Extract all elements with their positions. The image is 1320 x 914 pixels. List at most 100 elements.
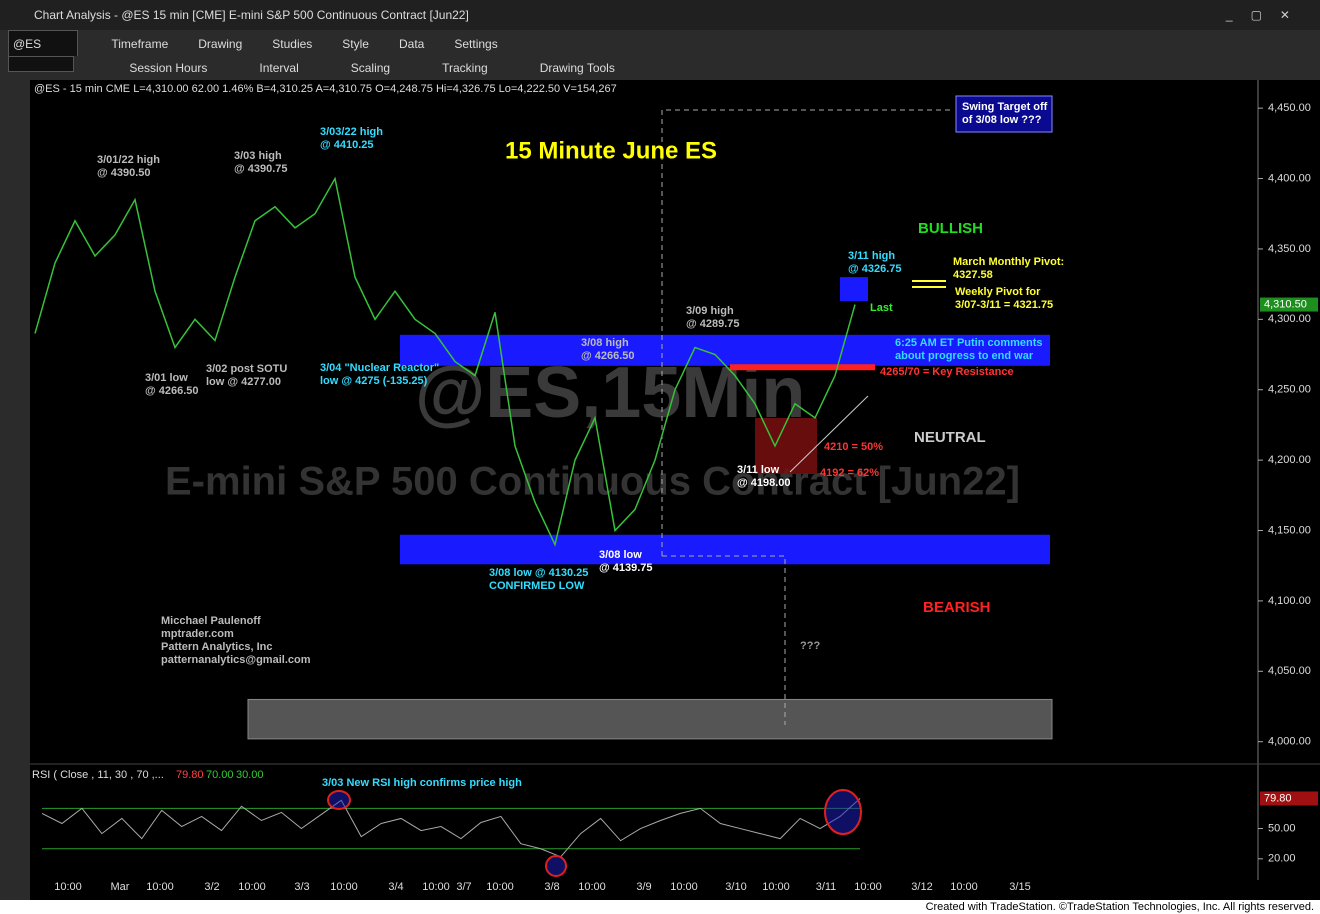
price-line [34,176,856,547]
x-tick-label: 3/2 [204,881,219,893]
annotation: 3/07-3/11 = 4321.75 [955,299,1053,311]
footer: Created with TradeStation. ©TradeStation… [0,900,1320,914]
rsi-last-label: 79.80 [1264,792,1292,804]
toolbar-button[interactable]: Drawing Tools [539,61,615,75]
window-title: Chart Analysis - @ES 15 min [CME] E-mini… [34,8,469,22]
rsi-highlight [327,790,351,810]
annotation: mptrader.com [161,628,234,640]
rsi-highlight [824,789,862,835]
y-tick-label: 50.00 [1268,822,1296,834]
y-tick-label: 4,050.00 [1268,665,1311,677]
x-tick-label: 10:00 [670,881,698,893]
y-tick-label: 4,250.00 [1268,384,1311,396]
rsi-header-value: 70.00 [206,769,234,781]
annotation: @ 4390.75 [234,163,288,175]
toolbar-button[interactable]: Studies [272,37,313,51]
info-line: @ES - 15 min CME L=4,310.00 62.00 1.46% … [34,83,617,95]
x-tick-label: 10:00 [146,881,174,893]
x-tick-label: 3/15 [1009,881,1030,893]
toolbar-button[interactable]: Style [342,37,369,51]
annotation: 3/02 post SOTU [206,363,287,375]
x-tick-label: Mar [111,881,130,893]
annotation: BULLISH [918,220,983,237]
annotation: 3/08 low [599,549,642,561]
price-axis [1258,80,1320,900]
toolbar-button[interactable]: Data [398,37,425,51]
chart: @ES - 15 min CME L=4,310.00 62.00 1.46% … [30,80,1320,900]
trend-line [789,395,869,473]
y-tick-label: 20.00 [1268,853,1296,865]
annotation: BEARISH [923,599,991,616]
x-tick-label: 10:00 [854,881,882,893]
x-tick-label: 10:00 [238,881,266,893]
annotation: 4210 = 50% [824,441,883,453]
toolbar-button[interactable]: Session Hours [129,61,208,75]
annotation: @ 4266.50 [581,350,635,362]
x-tick-label: 10:00 [578,881,606,893]
annotation: @ 4289.75 [686,318,740,330]
y-tick-label: 4,100.00 [1268,595,1311,607]
price-zone [247,698,1053,740]
annotation: @ 4326.75 [848,263,902,275]
interval-box[interactable] [8,56,74,72]
annotation: of 3/08 low ??? [962,114,1042,126]
annotation: 3/03 high [234,150,282,162]
annotation: 3/04 "Nuclear Reactor" [320,362,439,374]
annotation: @ 4139.75 [599,562,653,574]
price-zone [840,277,868,302]
toolbar: Session Hours Interval Scaling Tracking Draw… [0,56,1320,80]
y-tick-label: 4,300.00 [1268,313,1311,325]
annotation: low @ 4275 (-135.25) [320,375,428,387]
annotation: Micchael Paulenoff [161,615,261,627]
annotation: Swing Target off [962,101,1048,113]
rsi-line [41,798,861,858]
target-box [955,95,1053,133]
window-controls[interactable]: _▢✕ [1225,8,1308,22]
x-tick-label: 3/12 [911,881,932,893]
y-tick-label: 4,450.00 [1268,102,1311,114]
last-price-tag [1260,297,1318,312]
rsi-header: RSI ( Close , 11, 30 , 70 ,... [32,769,164,781]
footer-text: Created with TradeStation. ©TradeStation… [925,901,1314,913]
toolbar-button[interactable]: Timeframe [111,37,169,51]
annotation: 3/03 New RSI high confirms price high [322,777,522,789]
annotation: 4192 = 62% [820,467,879,479]
toolbar-button[interactable]: Drawing [198,37,243,51]
annotation: Last [870,302,893,314]
x-tick-label: 3/7 [456,881,471,893]
toolbar-button[interactable]: Interval [259,61,299,75]
y-tick-label: 4,400.00 [1268,172,1311,184]
toolbar-button[interactable]: Scaling [350,61,391,75]
symbol-box[interactable]: @ES [8,30,78,58]
x-tick-label: 3/10 [725,881,746,893]
annotation: 3/08 high [581,337,629,349]
left-toolbar [0,80,30,900]
annotation: @ 4390.50 [97,167,151,179]
annotation: Weekly Pivot for [955,286,1041,298]
toolbar: @ES Timeframe Drawing Studies Style Data Sett… [0,30,1320,58]
annotation: @ 4410.25 [320,139,374,151]
rsi-header-value: 30.00 [236,769,264,781]
x-tick-label: 3/4 [388,881,403,893]
x-tick-label: 10:00 [486,881,514,893]
x-tick-label: 10:00 [422,881,450,893]
rsi-last-tag [1260,791,1318,806]
annotation: Pattern Analytics, Inc [161,641,272,653]
toolbar-button[interactable]: Tracking [442,61,488,75]
annotation: ??? [800,640,820,652]
x-tick-label: 10:00 [950,881,978,893]
x-tick-label: 3/3 [294,881,309,893]
price-zone [400,534,1050,565]
toolbar-button[interactable]: Settings [454,37,498,51]
x-tick-label: 3/11 [816,881,837,893]
x-tick-label: 3/8 [544,881,559,893]
y-tick-label: 4,350.00 [1268,243,1311,255]
annotation: 3/01 low [145,372,188,384]
target-path [661,109,950,725]
x-tick-label: 10:00 [54,881,82,893]
annotation: 3/11 low [737,464,780,476]
title-bar: Chart Analysis - @ES 15 min [CME] E-mini… [0,0,1320,30]
y-tick-label: 4,200.00 [1268,454,1311,466]
annotation: 3/08 low @ 4130.25 [489,567,588,579]
